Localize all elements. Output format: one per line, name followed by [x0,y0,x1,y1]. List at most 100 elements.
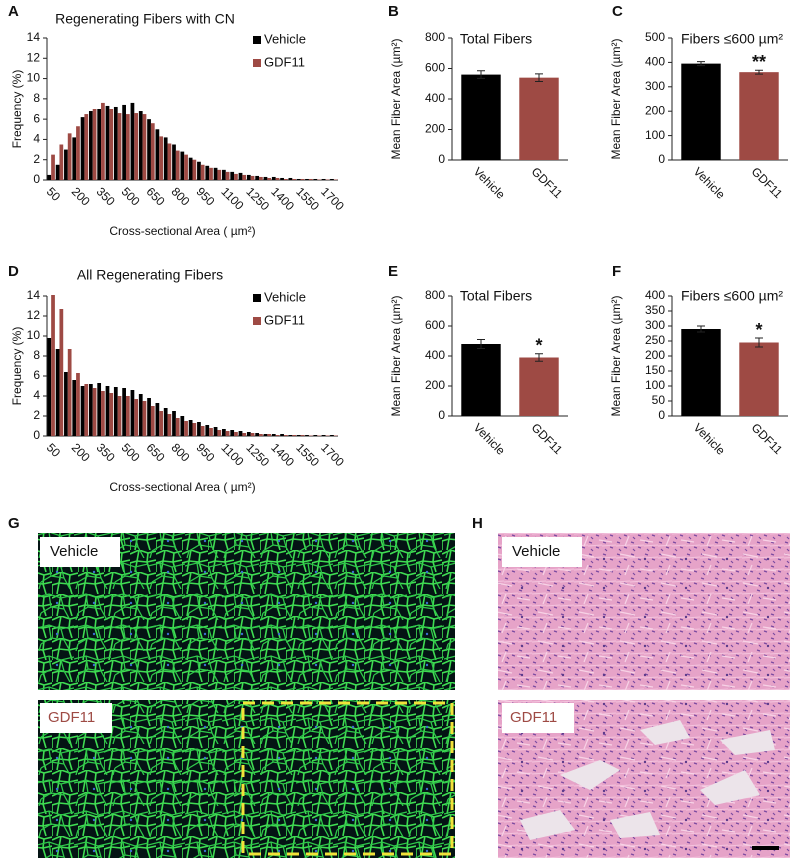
bar [51,295,55,436]
bar [101,391,105,436]
bar [519,77,559,160]
bar [263,176,268,180]
x-tick-label: Vehicle [691,420,728,457]
bar [259,434,263,436]
bar [283,178,288,180]
x-tick-label: 650 [144,440,168,464]
y-tick-label: 6 [33,368,40,382]
bar [222,169,226,180]
y-tick-label: 6 [33,111,40,125]
bar [155,129,160,180]
y-tick-label: 800 [425,288,445,302]
x-tick-label: 200 [69,184,93,208]
x-tick-label: Vehicle [471,164,508,201]
y-tick-label: 200 [645,348,665,362]
error-bar [477,339,485,349]
x-tick-label: 500 [119,184,143,208]
panel-label: E [388,263,398,280]
bar [130,102,135,180]
label-box [40,537,120,567]
panel-label: G [8,515,20,532]
bar [209,167,213,180]
bar [325,435,330,436]
bar [97,383,102,436]
significance: ** [752,52,766,72]
bar [55,164,60,180]
significance: * [535,336,542,356]
bar [84,384,89,436]
y-tick-label: 350 [645,303,665,317]
error-bar [477,70,485,79]
bar [188,157,193,180]
y-axis-label: Frequency (%) [10,327,24,406]
bar [238,431,243,436]
bar [308,178,313,180]
bar [280,434,284,436]
bar [163,408,168,436]
y-tick-label: 150 [645,363,665,377]
y-tick-label: 2 [33,152,40,166]
x-tick-label: 800 [169,440,193,464]
y-axis-label: Mean Fiber Area (µm²) [609,39,623,160]
bar [197,422,201,436]
bar [105,386,110,436]
legend-swatch [253,294,261,302]
bar [113,106,118,180]
panel-label: A [8,3,19,20]
bar [64,372,68,436]
bar [122,104,126,180]
bar [321,435,326,436]
y-axis-label: Mean Fiber Area (µm²) [389,296,403,417]
bar [142,114,147,180]
bar [138,111,143,180]
bar [267,434,272,436]
bar [300,178,305,180]
bar [59,309,64,436]
error-bar [535,353,543,362]
legend-label: GDF11 [264,312,305,327]
y-tick-label: 0 [658,408,665,422]
x-tick-label: 950 [193,440,217,464]
y-tick-label: 400 [425,348,445,362]
bar [175,150,180,180]
y-tick-label: 0 [438,152,445,166]
bar [47,338,52,436]
y-axis-label: Frequency (%) [10,70,24,149]
bar [250,433,255,436]
x-axis-label: Cross-sectional Area ( µm²) [109,224,255,238]
y-tick-label: 600 [425,318,445,332]
chart-title: Total Fibers [460,31,532,47]
chart-title: Total Fibers [460,288,532,304]
y-tick-label: 10 [27,328,41,342]
bar [242,433,247,436]
x-tick-label: Vehicle [691,164,728,201]
y-tick-label: 600 [425,61,445,75]
y-tick-label: 8 [33,348,40,362]
bar [147,398,151,436]
y-tick-label: 2 [33,408,40,422]
bar [197,161,201,180]
label-box [40,703,112,733]
bar [271,434,276,436]
y-tick-label: 200 [645,103,665,117]
image-label: GDF11 [48,709,95,726]
y-tick-label: 12 [27,50,41,64]
bar [225,171,230,180]
panel-label: C [612,3,623,20]
bar [330,435,334,436]
x-tick-label: 1400 [268,440,297,469]
x-tick-label: 800 [169,184,193,208]
label-box [502,703,574,733]
bar [92,109,97,180]
x-tick-label: 650 [144,184,168,208]
bar [259,176,263,180]
bar [317,179,321,180]
bar [192,159,197,180]
bar [217,169,222,180]
bar [200,426,205,436]
x-tick-label: 1700 [318,440,347,469]
y-tick-label: 10 [27,71,41,85]
x-tick-label: GDF11 [529,420,566,457]
bar [308,435,313,436]
error-bar [535,73,543,82]
